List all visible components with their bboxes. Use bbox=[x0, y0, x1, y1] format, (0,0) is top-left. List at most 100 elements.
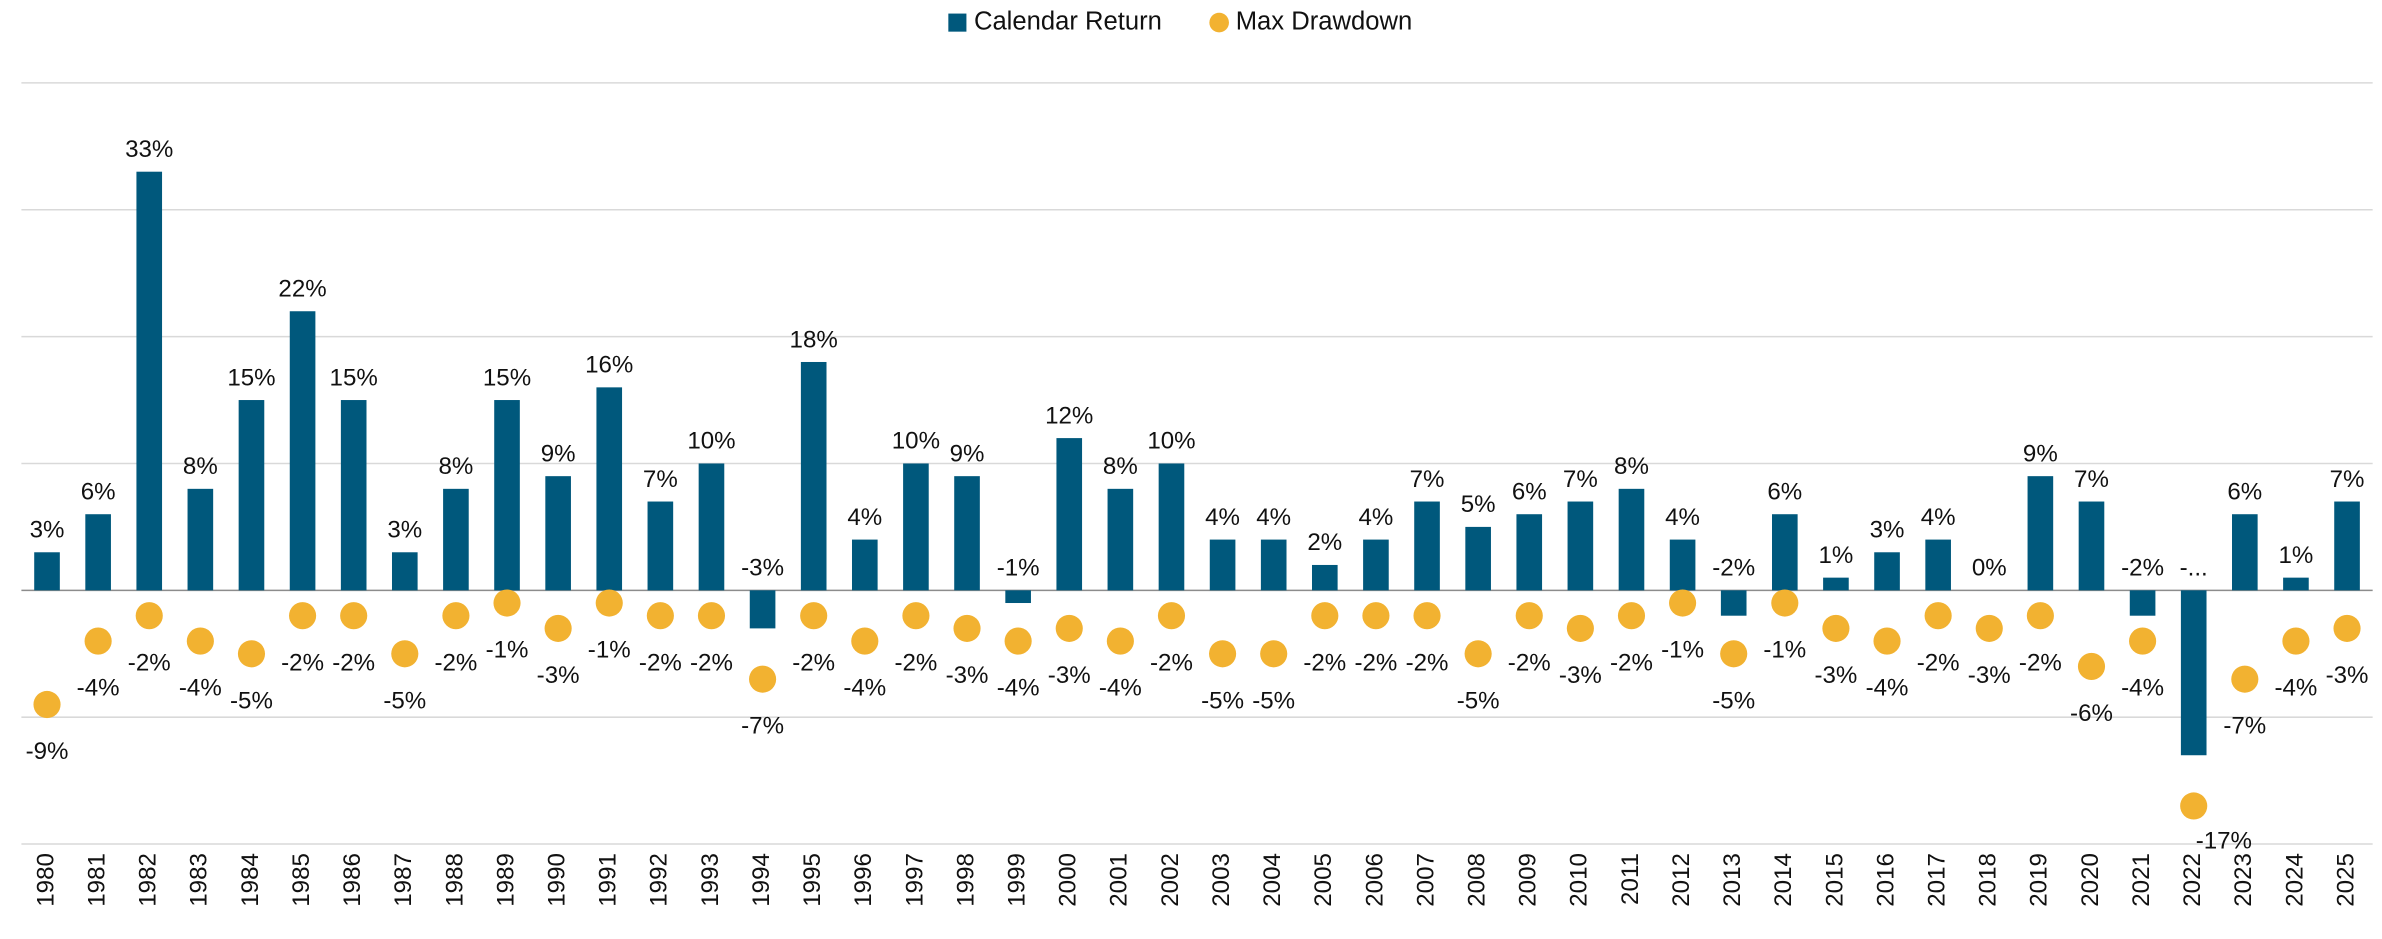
data-label: -2% bbox=[281, 649, 324, 676]
data-label: -... bbox=[2180, 555, 2208, 582]
x-tick-label: 1986 bbox=[339, 853, 366, 907]
data-label: -2% bbox=[1303, 649, 1346, 676]
x-tick-label: 2007 bbox=[1412, 853, 1439, 907]
x-tick-label: 2006 bbox=[1361, 853, 1388, 907]
dot bbox=[1004, 627, 1032, 655]
bar bbox=[391, 552, 418, 591]
data-label: 7% bbox=[2074, 466, 2109, 493]
bar bbox=[340, 400, 367, 591]
bar bbox=[2283, 577, 2309, 591]
data-label: -2% bbox=[128, 649, 171, 676]
data-label: -2% bbox=[690, 649, 733, 676]
dot bbox=[1873, 627, 1901, 655]
data-label: -2% bbox=[792, 649, 835, 676]
dot bbox=[1771, 589, 1799, 617]
bar bbox=[289, 311, 316, 591]
x-tick-label: 2019 bbox=[2026, 853, 2053, 907]
bar bbox=[494, 400, 520, 591]
bar bbox=[1874, 552, 1900, 591]
data-label: 7% bbox=[2330, 466, 2365, 493]
x-tick-label: 2008 bbox=[1464, 853, 1491, 907]
data-label: 15% bbox=[227, 364, 275, 391]
dot bbox=[1822, 614, 1850, 642]
data-label: -5% bbox=[1712, 687, 1755, 714]
dot bbox=[442, 602, 470, 630]
x-tick-label: 1997 bbox=[901, 853, 928, 907]
dot bbox=[1209, 640, 1237, 668]
data-label: 7% bbox=[1563, 466, 1598, 493]
x-tick-label: 1998 bbox=[952, 853, 979, 907]
data-label: 8% bbox=[1103, 453, 1138, 480]
x-tick-label: 1987 bbox=[390, 853, 417, 907]
dot bbox=[902, 602, 930, 630]
bar bbox=[2232, 514, 2258, 591]
x-tick-label: 2021 bbox=[2128, 853, 2155, 907]
x-tick-label: 2010 bbox=[1566, 853, 1593, 907]
dot bbox=[2231, 665, 2259, 693]
data-label: 3% bbox=[1870, 517, 1905, 544]
data-label: -4% bbox=[1099, 675, 1142, 702]
data-label: 4% bbox=[1358, 504, 1393, 531]
bar bbox=[1772, 514, 1798, 591]
legend-label: Max Drawdown bbox=[1236, 7, 1412, 35]
data-label: 7% bbox=[643, 466, 678, 493]
data-label: 8% bbox=[1614, 453, 1649, 480]
dot bbox=[1260, 640, 1288, 668]
bar bbox=[85, 514, 111, 591]
data-label: -3% bbox=[2326, 662, 2369, 689]
bar bbox=[136, 171, 163, 591]
dot bbox=[135, 602, 163, 630]
data-label: 8% bbox=[183, 453, 218, 480]
data-label: -2% bbox=[1712, 555, 1755, 582]
data-label: 9% bbox=[2023, 440, 2058, 467]
data-label: -6% bbox=[2070, 700, 2113, 727]
dot bbox=[493, 589, 521, 617]
bar bbox=[545, 476, 571, 591]
x-tick-label: 2003 bbox=[1208, 853, 1235, 907]
dot bbox=[84, 627, 112, 655]
bar bbox=[596, 387, 623, 591]
data-label: 10% bbox=[892, 428, 940, 455]
data-label: -1% bbox=[1661, 637, 1704, 664]
data-label: -4% bbox=[1866, 675, 1909, 702]
data-label: -2% bbox=[1406, 649, 1449, 676]
data-label: -3% bbox=[946, 662, 989, 689]
data-label: 2% bbox=[1307, 529, 1342, 556]
data-label: -1% bbox=[1763, 637, 1806, 664]
bar bbox=[698, 463, 725, 591]
bar bbox=[2027, 476, 2054, 591]
x-tick-label: 2024 bbox=[2281, 853, 2308, 907]
dot bbox=[953, 614, 981, 642]
x-tick-label: 1996 bbox=[850, 853, 877, 907]
data-label: -5% bbox=[383, 687, 426, 714]
data-label: 33% bbox=[125, 136, 173, 163]
data-label: 15% bbox=[483, 364, 531, 391]
data-label: 18% bbox=[790, 326, 838, 353]
dot bbox=[1106, 627, 1134, 655]
x-tick-label: 2002 bbox=[1157, 853, 1184, 907]
data-label: -2% bbox=[2019, 649, 2062, 676]
data-label: -3% bbox=[1968, 662, 2011, 689]
bar bbox=[647, 501, 674, 591]
data-label: 15% bbox=[330, 364, 378, 391]
x-tick-label: 2011 bbox=[1617, 853, 1644, 905]
data-label: 6% bbox=[2227, 478, 2262, 505]
data-label: -2% bbox=[434, 649, 477, 676]
x-tick-label: 2023 bbox=[2230, 853, 2257, 907]
dot bbox=[186, 627, 214, 655]
x-tick-label: 2020 bbox=[2077, 853, 2104, 907]
data-label: 1% bbox=[2278, 542, 2313, 569]
dot bbox=[646, 602, 674, 630]
bar bbox=[903, 463, 929, 591]
x-tick-label: 1984 bbox=[237, 853, 264, 907]
dot bbox=[1055, 614, 1083, 642]
x-tick-label: 1983 bbox=[186, 853, 213, 907]
data-label: 6% bbox=[1767, 478, 1802, 505]
data-label: 5% bbox=[1461, 491, 1496, 518]
x-tick-label: 2013 bbox=[1719, 853, 1746, 907]
data-label: -3% bbox=[741, 555, 784, 582]
dot bbox=[2026, 602, 2054, 630]
dot bbox=[1924, 602, 1952, 630]
data-label: 7% bbox=[1410, 466, 1445, 493]
data-label: 4% bbox=[847, 504, 882, 531]
